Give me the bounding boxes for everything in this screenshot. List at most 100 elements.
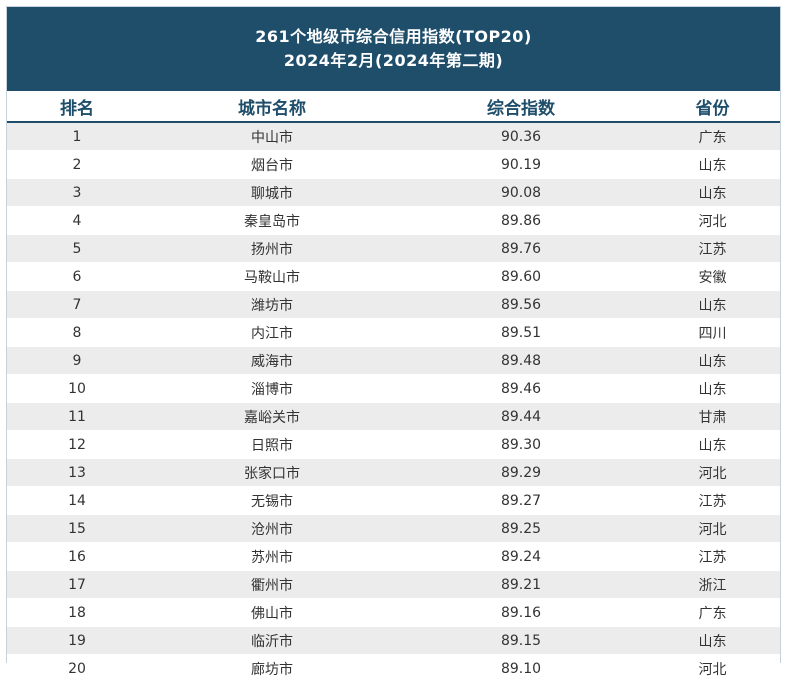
score-cell: 90.36 [397,122,645,151]
rank-cell: 11 [7,402,147,431]
column-header-score: 综合指数 [397,91,645,123]
rank-cell: 4 [7,206,147,235]
province-cell: 广东 [645,598,780,627]
province-cell: 山东 [645,626,780,655]
province-cell: 河北 [645,206,780,235]
rank-cell: 12 [7,430,147,459]
table-row: 1 中山市 90.36 广东 [7,122,780,151]
score-cell: 89.24 [397,542,645,571]
table-title-banner: 261个地级市综合信用指数(TOP20) 2024年2月(2024年第二期) [7,7,780,91]
table-row: 5 扬州市 89.76 江苏 [7,234,780,263]
city-cell: 无锡市 [147,486,397,515]
province-cell: 浙江 [645,570,780,599]
score-cell: 89.30 [397,430,645,459]
score-cell: 89.76 [397,234,645,263]
score-cell: 89.60 [397,262,645,291]
table-title: 261个地级市综合信用指数(TOP20) [255,27,532,46]
table-row: 7 潍坊市 89.56 山东 [7,290,780,319]
province-cell: 河北 [645,514,780,543]
city-cell: 苏州市 [147,542,397,571]
score-cell: 90.19 [397,150,645,179]
table-row: 9 威海市 89.48 山东 [7,346,780,375]
rank-cell: 13 [7,458,147,487]
table-row: 2 烟台市 90.19 山东 [7,150,780,179]
column-header-city: 城市名称 [147,91,397,123]
rank-cell: 6 [7,262,147,291]
table-row: 19 临沂市 89.15 山东 [7,626,780,655]
table-row: 8 内江市 89.51 四川 [7,318,780,347]
city-cell: 佛山市 [147,598,397,627]
column-header-province: 省份 [645,91,780,123]
rank-cell: 3 [7,178,147,207]
table-header-row: 排名 城市名称 综合指数 省份 [7,91,780,123]
rank-cell: 18 [7,598,147,627]
rank-cell: 10 [7,374,147,403]
score-cell: 89.48 [397,346,645,375]
rank-cell: 17 [7,570,147,599]
city-cell: 马鞍山市 [147,262,397,291]
city-cell: 中山市 [147,122,397,151]
rank-cell: 7 [7,290,147,319]
score-cell: 89.16 [397,598,645,627]
table-row: 15 沧州市 89.25 河北 [7,514,780,543]
city-cell: 沧州市 [147,514,397,543]
table-row: 3 聊城市 90.08 山东 [7,178,780,207]
city-cell: 秦皇岛市 [147,206,397,235]
province-cell: 山东 [645,178,780,207]
score-cell: 89.15 [397,626,645,655]
table-row: 11 嘉峪关市 89.44 甘肃 [7,402,780,431]
score-cell: 89.27 [397,486,645,515]
score-cell: 89.46 [397,374,645,403]
table-row: 12 日照市 89.30 山东 [7,430,780,459]
ranking-table: 排名 城市名称 综合指数 省份 1 中山市 90.36 广东 2 烟台市 90.19 山东 3 聊… [7,91,780,683]
rank-cell: 5 [7,234,147,263]
province-cell: 江苏 [645,542,780,571]
table-row: 10 淄博市 89.46 山东 [7,374,780,403]
province-cell: 甘肃 [645,402,780,431]
city-cell: 烟台市 [147,150,397,179]
table-body: 1 中山市 90.36 广东 2 烟台市 90.19 山东 3 聊城市 90.08 山东 4 秦皇岛市 89… [7,122,780,683]
city-cell: 衢州市 [147,570,397,599]
province-cell: 安徽 [645,262,780,291]
city-cell: 潍坊市 [147,290,397,319]
table-row: 18 佛山市 89.16 广东 [7,598,780,627]
city-cell: 张家口市 [147,458,397,487]
rank-cell: 19 [7,626,147,655]
score-cell: 89.21 [397,570,645,599]
province-cell: 广东 [645,122,780,151]
city-cell: 淄博市 [147,374,397,403]
table-row: 14 无锡市 89.27 江苏 [7,486,780,515]
ranking-table-container: 261个地级市综合信用指数(TOP20) 2024年2月(2024年第二期) 排… [6,6,781,683]
score-cell: 89.25 [397,514,645,543]
province-cell: 江苏 [645,486,780,515]
score-cell: 89.56 [397,290,645,319]
score-cell: 89.44 [397,402,645,431]
province-cell: 山东 [645,374,780,403]
province-cell: 山东 [645,150,780,179]
table-row: 6 马鞍山市 89.60 安徽 [7,262,780,291]
city-cell: 聊城市 [147,178,397,207]
table-subtitle: 2024年2月(2024年第二期) [283,51,504,70]
rank-cell: 14 [7,486,147,515]
city-cell: 扬州市 [147,234,397,263]
table-row: 17 衢州市 89.21 浙江 [7,570,780,599]
province-cell: 山东 [645,346,780,375]
table-row: 4 秦皇岛市 89.86 河北 [7,206,780,235]
column-header-rank: 排名 [7,91,147,123]
province-cell: 河北 [645,458,780,487]
score-cell: 90.08 [397,178,645,207]
province-cell: 山东 [645,430,780,459]
rank-cell: 16 [7,542,147,571]
rank-cell: 9 [7,346,147,375]
province-cell: 江苏 [645,234,780,263]
table-row: 13 张家口市 89.29 河北 [7,458,780,487]
province-cell: 四川 [645,318,780,347]
city-cell: 威海市 [147,346,397,375]
rank-cell: 2 [7,150,147,179]
rank-cell: 8 [7,318,147,347]
city-cell: 内江市 [147,318,397,347]
score-cell: 89.86 [397,206,645,235]
rank-cell: 1 [7,122,147,151]
city-cell: 日照市 [147,430,397,459]
city-cell: 临沂市 [147,626,397,655]
